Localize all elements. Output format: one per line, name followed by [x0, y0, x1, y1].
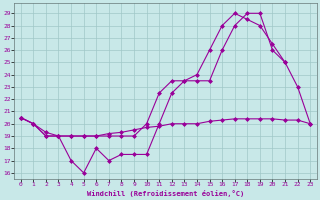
X-axis label: Windchill (Refroidissement éolien,°C): Windchill (Refroidissement éolien,°C) — [87, 190, 244, 197]
